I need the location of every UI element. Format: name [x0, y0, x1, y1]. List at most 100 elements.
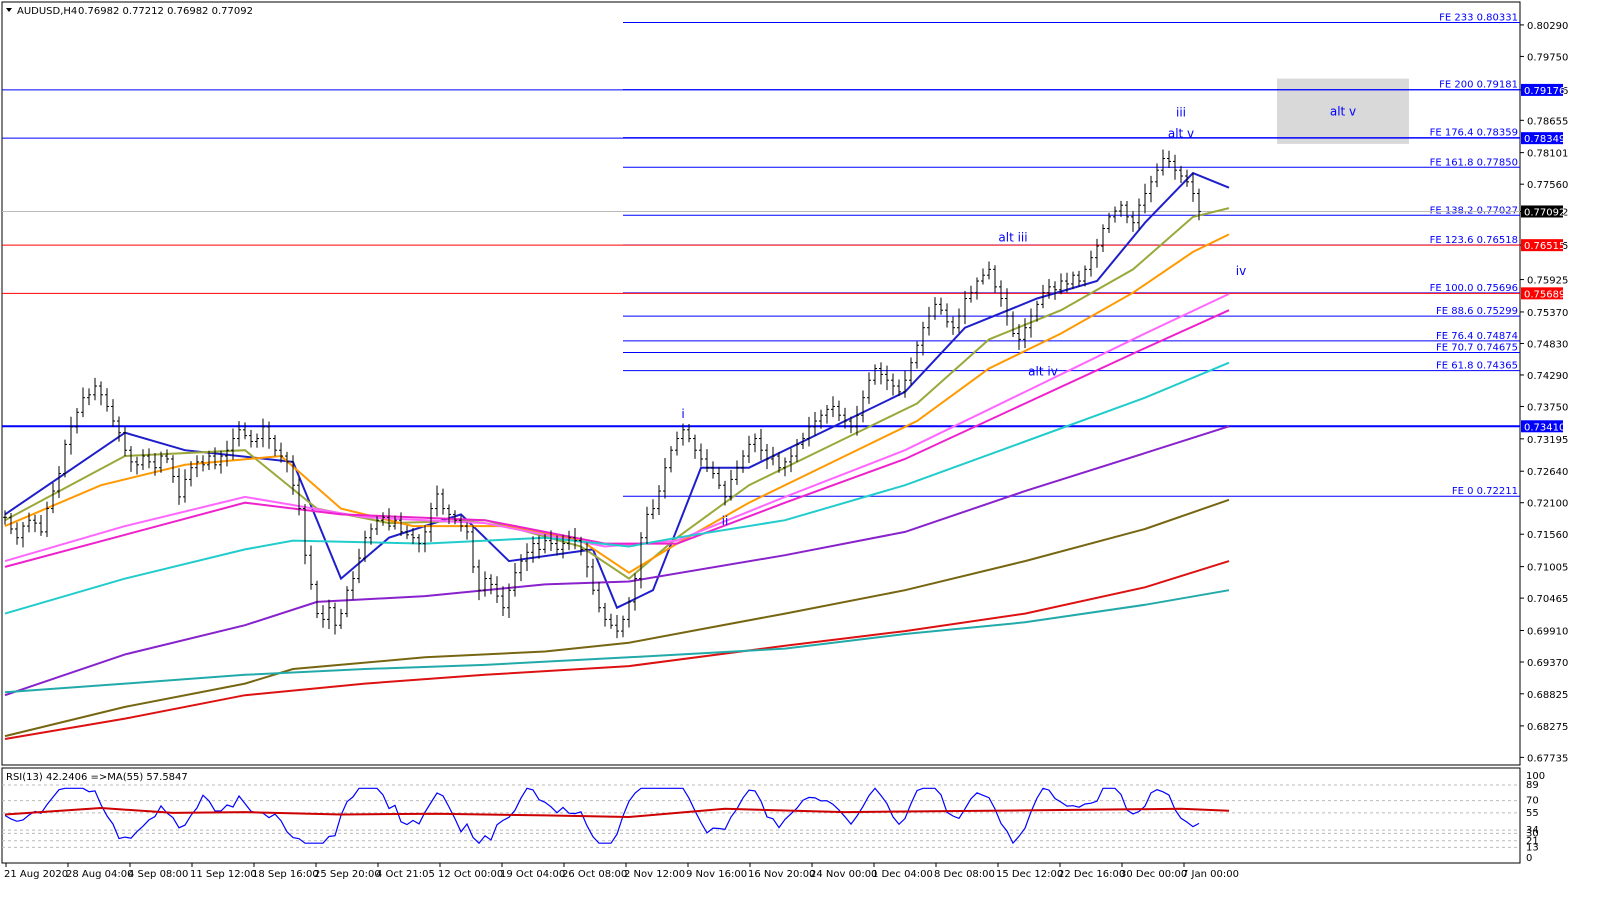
moving-average-line	[4, 498, 1230, 738]
price-tick-label: 0.74830	[1527, 339, 1568, 350]
menu-triangle-icon[interactable]	[6, 8, 12, 12]
chart-title: AUDUSD,H4	[17, 6, 77, 17]
price-tick-label: 0.71005	[1527, 563, 1568, 574]
price-tick-label: 0.80290	[1527, 21, 1568, 32]
rsi-indicator	[4, 787, 1230, 845]
rsi-tick-label: 30	[1526, 828, 1539, 839]
time-tick-label: 1 Dec 04:00	[872, 869, 933, 880]
fib-level-label: FE 233 0.80331	[1439, 13, 1518, 24]
price-tick-label: 0.74290	[1527, 371, 1568, 382]
price-tag	[1521, 239, 1563, 252]
chart-ohlc: 0.76982 0.77212 0.76982 0.77092	[78, 6, 253, 17]
price-tick-label: 0.77560	[1527, 180, 1568, 191]
wave-label: ii	[722, 514, 729, 528]
moving-average-line	[4, 425, 1230, 697]
price-tick-label: 0.68275	[1527, 722, 1568, 733]
time-tick-label: 26 Oct 08:00	[562, 869, 627, 880]
price-tag	[1521, 287, 1563, 300]
fib-level-label: FE 138.2 0.77027	[1430, 205, 1518, 216]
fib-level-label: FE 0 0.72211	[1452, 486, 1518, 497]
fib-level-label: FE 123.6 0.76518	[1430, 235, 1518, 246]
price-tag-label: 0.77092	[1524, 207, 1565, 218]
moving-average-line	[4, 589, 1230, 694]
fib-level-label: FE 176.4 0.78359	[1430, 128, 1518, 139]
fib-level-label: FE 161.8 0.77850	[1430, 157, 1518, 168]
rsi-pane	[1, 767, 1521, 864]
wave-label: alt iv	[1028, 365, 1058, 379]
time-tick-label: 16 Nov 20:00	[748, 869, 815, 880]
time-tick-label: 4 Sep 08:00	[128, 869, 188, 880]
time-tick-label: 2 Nov 12:00	[624, 869, 685, 880]
fib-level-label: FE 61.8 0.74365	[1436, 361, 1518, 372]
price-tick-label: 0.70465	[1527, 594, 1568, 605]
time-tick-label: 24 Nov 00:00	[810, 869, 877, 880]
price-tag	[1521, 83, 1563, 96]
price-tick-label: 0.71560	[1527, 530, 1568, 541]
time-tick-label: 7 Jan 00:00	[1182, 869, 1239, 880]
price-tag	[1521, 205, 1563, 218]
time-tick-label: 25 Sep 20:00	[314, 869, 381, 880]
wave-label: alt iii	[998, 230, 1027, 244]
price-tag	[1521, 420, 1563, 433]
price-tick-label: 0.73195	[1527, 435, 1568, 446]
price-tick-label: 0.79750	[1527, 52, 1568, 63]
rsi-tick-label: 89	[1526, 780, 1539, 791]
fib-level-label: FE 88.6 0.75299	[1436, 306, 1518, 317]
rsi-tick-label: 70	[1526, 796, 1539, 807]
rsi-tick-label: 55	[1526, 808, 1539, 819]
time-tick-label: 18 Sep 16:00	[252, 869, 319, 880]
time-tick-label: 8 Dec 08:00	[934, 869, 995, 880]
price-tags: 0.79176 0.78349 0.77092 0.76515 0.75689 0.734…	[1521, 83, 1565, 433]
price-tick-label: 0.69910	[1527, 626, 1568, 637]
moving-averages	[4, 171, 1230, 740]
price-tick-label: 0.75370	[1527, 308, 1568, 319]
rsi-tick-label: 21	[1526, 836, 1539, 847]
rsi-header: RSI(13) 42.2406 =>MA(55) 57.5847	[6, 772, 188, 783]
rsi-ma-line	[4, 806, 1230, 819]
time-tick-label: 30 Dec 00:00	[1120, 869, 1187, 880]
time-tick-label: 9 Nov 16:00	[686, 869, 747, 880]
time-tick-label: 12 Oct 00:00	[438, 869, 503, 880]
time-tick-label: 21 Aug 2020	[4, 869, 68, 880]
wave-label: iii	[1176, 106, 1186, 120]
time-tick-label: 11 Sep 12:00	[190, 869, 257, 880]
price-tick-label: 0.78655	[1527, 116, 1568, 127]
rsi-tick-label: 34	[1526, 825, 1539, 836]
price-tag-label: 0.75689	[1524, 289, 1565, 300]
price-tag	[1521, 132, 1563, 145]
price-tick-label: 0.75925	[1527, 276, 1568, 287]
time-tick-label: 28 Aug 04:00	[66, 869, 133, 880]
main-pane	[1, 1, 1521, 766]
time-tick-label: 4 Oct 21:05	[376, 869, 435, 880]
horizontal-lines	[2, 89, 1520, 428]
wave-label: i	[681, 407, 684, 421]
time-tick-label: 22 Dec 16:00	[1058, 869, 1125, 880]
moving-average-line	[4, 233, 1230, 574]
price-tick-label: 0.68825	[1527, 690, 1568, 701]
price-bars	[3, 149, 1201, 639]
rsi-tick-label: 0	[1526, 853, 1532, 864]
moving-average-line	[4, 560, 1230, 740]
alt-v-box: alt v	[1277, 78, 1409, 144]
price-tick-label: 0.72100	[1527, 499, 1568, 510]
fib-level-label: FE 70.7 0.74675	[1436, 342, 1518, 353]
moving-average-line	[4, 171, 1230, 610]
wave-label: alt v	[1168, 127, 1194, 141]
wave-label: iv	[1236, 264, 1246, 278]
fib-level-label: FE 200 0.79181	[1439, 80, 1518, 91]
moving-average-line	[4, 361, 1230, 615]
price-axis: 0.80290 0.79750 0.79176 0.78655 0.78101 0.775…	[1520, 21, 1568, 864]
rsi-tick-label: 100	[1526, 771, 1545, 782]
time-tick-label: 19 Oct 04:00	[500, 869, 565, 880]
alt-v-box-label: alt v	[1330, 104, 1356, 118]
time-tick-label: 15 Dec 12:00	[996, 869, 1063, 880]
price-tag-label: 0.73410	[1524, 422, 1565, 433]
rsi-line	[4, 787, 1200, 845]
price-tag-label: 0.76515	[1524, 241, 1565, 252]
rsi-tick-label: 13	[1526, 842, 1539, 853]
price-tick-label: 0.67735	[1527, 753, 1568, 764]
price-tick-label: 0.72640	[1527, 467, 1568, 478]
